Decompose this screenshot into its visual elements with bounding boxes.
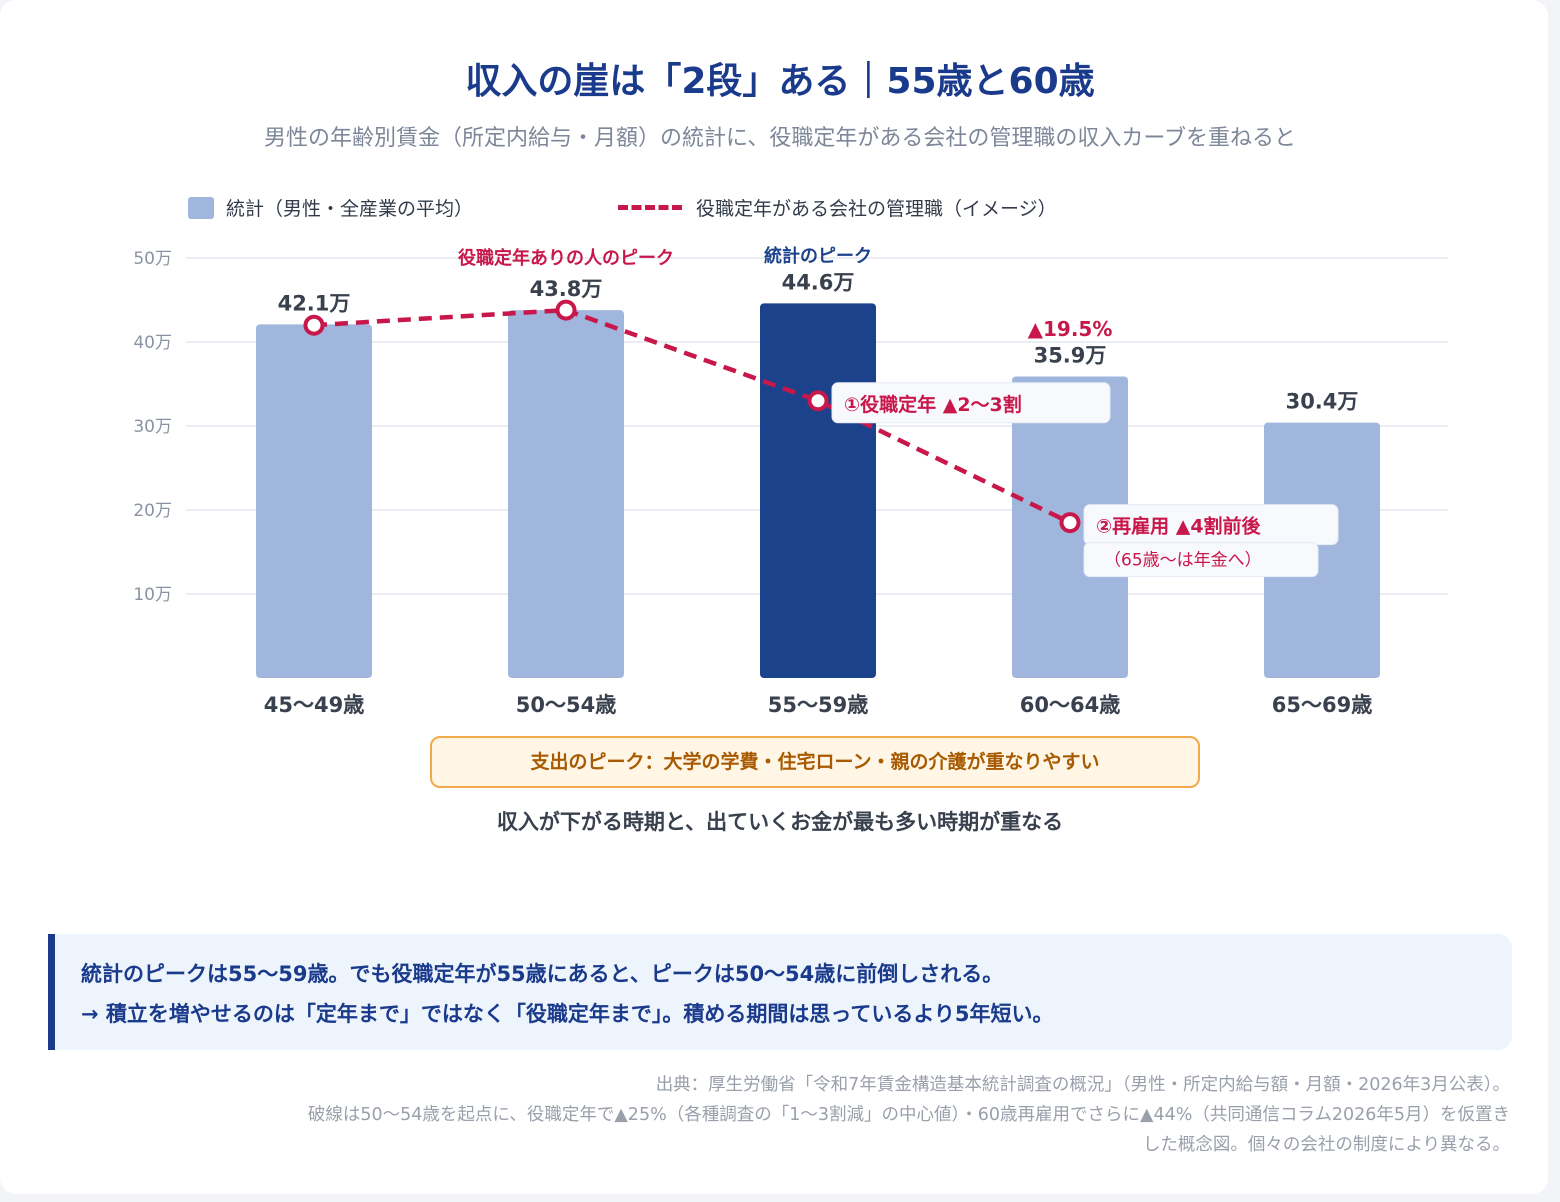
legend-bar-swatch — [188, 196, 214, 219]
x-tick-label: 60〜64歳 — [1020, 693, 1120, 717]
source-note: 出典：厚生労働省「令和7年賃金構造基本統計調査の概況」（男性・所定内給与額・月額… — [30, 1070, 1510, 1160]
source-line-1: 出典：厚生労働省「令和7年賃金構造基本統計調査の概況」（男性・所定内給与額・月額… — [655, 1075, 1510, 1095]
callout-step2-sub-label: （65歳〜は年金へ） — [1104, 551, 1262, 571]
peak-stat-annotation: 統計のピーク — [764, 245, 872, 267]
source-line-2: 破線は50〜54歳を起点に、役職定年で▲25%（各種調査の「1〜3割減」の中心値… — [307, 1105, 1510, 1125]
summary-callout: 統計のピークは55〜59歳。でも役職定年が55歳にあると、ピークは50〜54歳に… — [48, 934, 1512, 1050]
series-marker — [1059, 512, 1081, 534]
value-label: 35.9万 — [1034, 343, 1107, 367]
value-label: 43.8万 — [530, 277, 603, 301]
bar — [760, 303, 876, 678]
legend-line: 役職定年がある会社の管理職（イメージ） — [618, 194, 1057, 221]
callout-step1-box — [831, 382, 1111, 424]
bar-line-chart: 10万 20万 30万 40万 50万 45〜49歳 50〜54歳 55〜59歳 60〜64歳 6… — [133, 245, 1448, 717]
legend-bar: 統計（男性・全産業の平均） — [188, 194, 473, 221]
callout-step1-label: ①役職定年 ▲2〜3割 — [844, 393, 1022, 416]
y-tick-label: 10万 — [133, 585, 172, 605]
series-marker — [303, 314, 325, 336]
bar — [508, 310, 624, 678]
legend-line-label: 役職定年がある会社の管理職（イメージ） — [696, 198, 1057, 220]
callout-step2-label: ②再雇用 ▲4割前後 — [1096, 515, 1262, 538]
legend-bar-label: 統計（男性・全産業の平均） — [226, 198, 474, 220]
value-label: 42.1万 — [278, 291, 351, 315]
source-line-3: した概念図。個々の会社の制度により異なる。 — [1142, 1135, 1510, 1155]
summary-line-1: 統計のピークは55〜59歳。でも役職定年が55歳にあると、ピークは50〜54歳に… — [81, 962, 1004, 986]
series-line — [313, 307, 1071, 525]
expense-peak-caption: 収入が下がる時期と、出ていくお金が最も多い時期が重なる — [496, 810, 1064, 834]
bar — [1264, 422, 1380, 678]
bar — [256, 324, 372, 678]
peak-line-annotation: 役職定年ありの人のピーク — [458, 247, 674, 269]
page-subtitle: 男性の年齢別賃金（所定内給与・月額）の統計に、役職定年がある会社の管理職の収入カ… — [263, 126, 1297, 151]
series-marker — [555, 299, 577, 321]
x-tick-label: 50〜54歳 — [516, 693, 616, 717]
summary-line-2: → 積立を増やせるのは「定年まで」ではなく「役職定年まで」。積める期間は思ってい… — [81, 1002, 1054, 1026]
value-label: 30.4万 — [1286, 390, 1359, 414]
callout-step2-sub-box — [1083, 542, 1319, 578]
x-tick-label: 55〜59歳 — [768, 693, 868, 717]
series-marker — [807, 390, 829, 412]
expense-peak-note: 支出のピーク：大学の学費・住宅ローン・親の介護が重なりやすい — [430, 736, 1200, 788]
page-title: 収入の崖は「2段」ある｜55歳と60歳 — [465, 61, 1095, 102]
x-tick-label: 65〜69歳 — [1272, 693, 1372, 717]
drop-percent-annotation: ▲19.5% — [1028, 317, 1113, 341]
legend-line-swatch — [618, 205, 682, 210]
value-label: 44.6万 — [782, 270, 855, 294]
y-tick-label: 30万 — [133, 417, 172, 437]
x-tick-label: 45〜49歳 — [264, 693, 364, 717]
y-tick-label: 40万 — [133, 333, 172, 353]
y-tick-label: 20万 — [133, 501, 172, 521]
y-tick-label: 50万 — [133, 249, 172, 269]
